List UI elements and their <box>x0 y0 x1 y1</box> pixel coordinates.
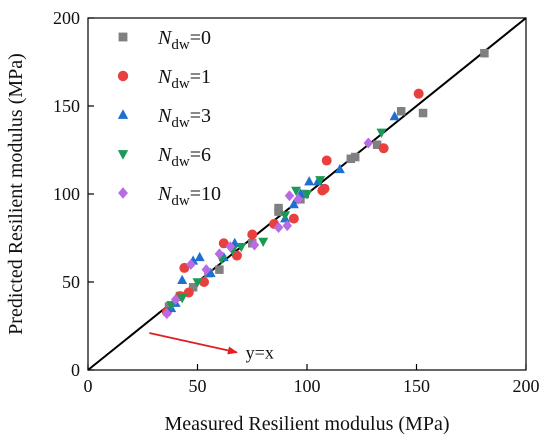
data-point <box>162 308 172 320</box>
data-point <box>192 278 203 288</box>
legend-label: Ndw=6 <box>157 144 211 170</box>
y-tick-label: 0 <box>71 360 80 380</box>
y-tick-label: 50 <box>62 272 80 292</box>
data-point <box>274 207 283 216</box>
data-point <box>194 251 205 262</box>
data-point <box>215 265 224 274</box>
legend-marker <box>117 150 129 160</box>
data-point <box>280 211 291 221</box>
annotation-label: y=x <box>246 342 274 362</box>
data-point <box>396 107 406 116</box>
data-point <box>231 250 242 261</box>
data-point <box>236 243 247 253</box>
data-point <box>304 176 315 186</box>
legend-label: Ndw=3 <box>157 105 211 131</box>
data-point <box>218 238 229 249</box>
x-tick-label: 50 <box>189 376 207 396</box>
x-tick-label: 0 <box>84 376 93 396</box>
data-point <box>177 274 188 284</box>
annotation-layer: y=x <box>149 332 274 362</box>
data-point <box>413 88 424 99</box>
data-point <box>288 199 299 209</box>
data-point <box>225 241 236 253</box>
data-point <box>372 140 382 149</box>
legend-label: Ndw=10 <box>157 183 221 209</box>
data-point <box>378 143 389 154</box>
legend-marker <box>118 32 128 42</box>
axes-layer: 0 50 100 150 200 0 50 100 150 200 <box>53 8 540 396</box>
data-point <box>282 220 293 232</box>
data-point <box>179 262 190 273</box>
data-point <box>177 294 188 304</box>
data-point <box>321 155 332 166</box>
data-point <box>291 186 302 196</box>
data-point <box>389 111 400 121</box>
data-point <box>293 193 303 205</box>
data-point <box>273 221 284 233</box>
data-point <box>214 248 225 260</box>
data-point <box>350 152 360 162</box>
legend-item: Ndw=3 <box>117 105 211 131</box>
legend-item: Ndw=0 <box>118 27 211 53</box>
series-1 <box>161 88 424 317</box>
legend-label: Ndw=0 <box>157 27 211 53</box>
legend-marker <box>117 70 129 82</box>
data-point <box>315 176 326 186</box>
data-point <box>334 163 345 174</box>
x-tick-label: 200 <box>513 376 540 396</box>
data-point <box>418 108 428 118</box>
data-point <box>480 48 489 58</box>
legend-marker <box>117 109 129 119</box>
legend-item: Ndw=10 <box>118 183 221 209</box>
annotation-arrow <box>149 332 238 355</box>
data-point <box>164 302 174 311</box>
data-point <box>249 239 260 251</box>
points-layer <box>161 48 489 320</box>
x-axis-label: Measured Resilient modulus (MPa) <box>165 413 450 435</box>
y-tick-label: 200 <box>53 8 80 28</box>
data-point <box>247 229 258 240</box>
x-tick-label: 100 <box>294 376 321 396</box>
data-point <box>376 128 387 138</box>
legend-item: Ndw=6 <box>117 144 211 170</box>
data-point <box>188 283 198 292</box>
x-tick-label: 150 <box>403 376 430 396</box>
legend-label: Ndw=1 <box>157 66 211 92</box>
legend: Ndw=0 Ndw=1 Ndw=3 Ndw=6 Ndw=10 <box>117 27 221 209</box>
y-axis-label: Predicted Resilient modulus (MPa) <box>5 53 27 335</box>
data-point <box>288 213 299 224</box>
data-point <box>284 190 295 202</box>
data-point <box>170 294 181 306</box>
data-point <box>166 301 177 311</box>
data-point <box>363 137 374 149</box>
data-point <box>258 237 269 248</box>
y-tick-label: 150 <box>53 96 80 116</box>
data-point <box>317 185 328 196</box>
series-4 <box>162 137 374 320</box>
legend-item: Ndw=1 <box>117 66 211 92</box>
data-point <box>302 190 312 200</box>
y-tick-label: 100 <box>53 184 80 204</box>
data-point <box>205 267 216 277</box>
legend-marker <box>118 187 128 199</box>
data-point <box>201 264 212 276</box>
data-point <box>186 258 196 270</box>
data-point <box>346 154 356 164</box>
